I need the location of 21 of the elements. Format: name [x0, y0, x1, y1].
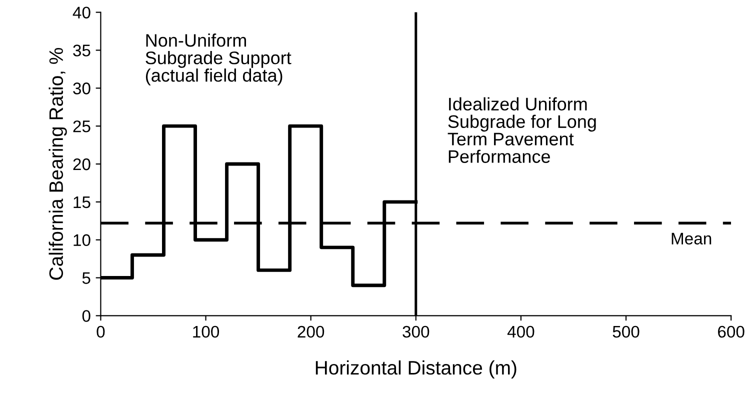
- y-tick-label: 20: [73, 158, 90, 170]
- x-tick-label: 400: [507, 326, 534, 338]
- x-axis-title: Horizontal Distance (m): [316, 360, 516, 379]
- x-tick-label: 100: [193, 326, 220, 338]
- annotation: Non-Uniform Subgrade Support (actual field data): [146, 34, 292, 86]
- y-axis-title: California Bearing Ratio, %: [48, 48, 67, 280]
- x-tick-label: 600: [718, 326, 744, 338]
- y-tick-label: 15: [74, 196, 90, 208]
- x-tick-label: 0: [96, 326, 105, 338]
- ref-line-label: Mean: [672, 232, 712, 245]
- y-tick-label: 35: [73, 44, 90, 56]
- annotation: Idealized Uniform Subgrade for Long Term Pavement Performance: [448, 97, 596, 163]
- y-tick-label: 0: [82, 310, 90, 322]
- x-tick-label: 300: [402, 326, 430, 338]
- y-tick-label: 25: [73, 120, 90, 132]
- x-tick-label: 500: [612, 326, 640, 338]
- y-tick-label: 10: [74, 234, 90, 246]
- y-tick-label: 40: [72, 6, 90, 19]
- x-tick-label: 200: [298, 326, 324, 338]
- y-tick-label: 30: [73, 82, 90, 94]
- y-tick-label: 5: [82, 272, 90, 284]
